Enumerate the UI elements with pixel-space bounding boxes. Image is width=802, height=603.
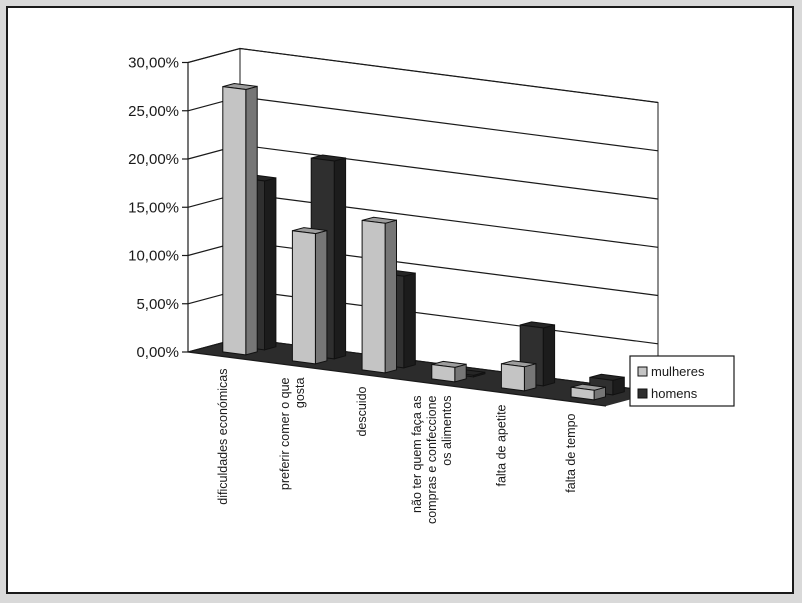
x-category-label: não ter quem faça ascompras e confeccion… [410,395,454,524]
bar-mulheres [222,82,258,356]
bar-chart: 0,00% 5,00% 10,00% 15,00% 20,00% 25,00% 30,00%… [128,47,735,525]
legend-swatch [637,366,648,377]
y-tick-label: 5,00% [136,296,179,313]
y-tick-label: 25,00% [128,103,179,120]
bars [187,82,625,407]
bar-mulheres [361,216,397,374]
bar-mulheres [291,227,328,365]
y-tick-label: 30,00% [128,55,179,72]
x-category-label: preferir comer o quegosta [278,377,307,490]
bar-mulheres [500,360,537,392]
legend-label: mulheres [651,364,705,379]
x-category-label: falta de apetite [495,404,509,486]
x-axis-line [187,351,607,407]
bar-mulheres [431,360,467,383]
bar-mulheres [570,383,606,401]
y-tick-label: 20,00% [128,151,179,168]
y-tick-label: 10,00% [128,248,179,265]
chart-frame: 0,00% 5,00% 10,00% 15,00% 20,00% 25,00% 30,00%… [6,6,794,594]
y-tick-label: 0,00% [136,344,179,361]
y-axis-ticks: 0,00% 5,00% 10,00% 15,00% 20,00% 25,00% 30,00% [128,55,189,361]
category-labels: dificuldades económicas preferir comer o … [216,369,578,525]
gridline [187,47,659,104]
legend: mulheres homens [629,355,735,407]
x-category-label: descuido [355,386,369,436]
legend-swatch [637,388,648,399]
y-tick-label: 15,00% [128,199,179,216]
x-category-label: falta de tempo [564,413,578,492]
legend-label: homens [651,386,698,401]
x-category-label: dificuldades económicas [216,369,230,505]
